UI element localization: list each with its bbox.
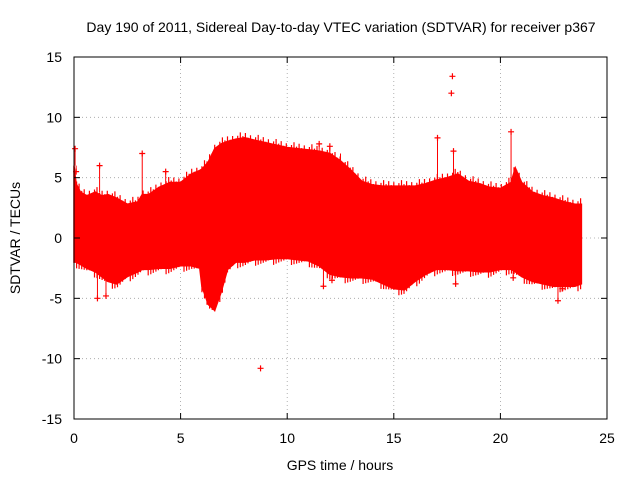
y-tick-label: 15: [46, 49, 62, 65]
plus-marker: [510, 274, 517, 281]
data-point: [434, 134, 441, 181]
y-tick-label: 10: [46, 109, 62, 125]
data-series: [72, 73, 583, 372]
data-point: [139, 150, 146, 202]
data-point: [72, 145, 79, 166]
plus-marker: [448, 90, 455, 97]
data-point: [337, 153, 344, 169]
plus-marker: [94, 295, 101, 302]
plus-marker: [316, 140, 323, 147]
y-tick-label: -10: [42, 351, 62, 367]
axis-ticks: 0 5 10 15 20 25 -15 -10 -5 0 5 10 15: [42, 49, 615, 446]
x-tick-label: 0: [70, 430, 78, 446]
plus-marker: [326, 143, 333, 150]
plus-marker: [162, 168, 169, 175]
y-tick-label: 5: [54, 170, 62, 186]
plus-marker: [320, 283, 327, 290]
x-tick-label: 15: [386, 430, 402, 446]
plus-marker: [102, 292, 109, 299]
x-tick-label: 20: [493, 430, 509, 446]
plus-marker: [554, 297, 561, 304]
plus-marker: [450, 148, 457, 155]
data-point: [320, 265, 327, 290]
plus-marker: [508, 128, 515, 135]
plus-marker: [96, 162, 103, 169]
data-point: [450, 148, 457, 178]
data-point: [448, 90, 455, 97]
data-point: [508, 128, 515, 189]
data-point: [510, 269, 517, 281]
data-point: [449, 73, 456, 80]
data-point: [162, 168, 169, 188]
data-point: [257, 365, 264, 372]
x-tick-label: 5: [177, 430, 185, 446]
plus-marker: [337, 162, 344, 169]
data-point: [559, 285, 566, 292]
data-point: [452, 269, 459, 287]
y-tick-label: -15: [42, 411, 62, 427]
plus-marker: [328, 277, 335, 284]
data-point: [102, 276, 109, 299]
data-point: [96, 162, 103, 193]
x-axis-label: GPS time / hours: [287, 457, 394, 473]
data-point: [328, 274, 335, 284]
x-tick-label: 10: [279, 430, 295, 446]
plus-marker: [434, 134, 441, 141]
data-point: [316, 140, 323, 150]
plus-marker: [559, 285, 566, 292]
data-point: [94, 271, 101, 302]
x-tick-label: 25: [599, 430, 615, 446]
y-axis-label: SDTVAR / TECUs: [7, 182, 23, 294]
plus-marker: [72, 145, 79, 152]
plus-marker: [139, 150, 146, 157]
plus-marker: [452, 280, 459, 287]
data-point: [554, 286, 561, 304]
data-point: [326, 143, 333, 152]
plus-marker: [257, 365, 264, 372]
sdtvar-band: [73, 137, 583, 312]
plus-marker: [449, 73, 456, 80]
y-tick-label: -5: [50, 290, 63, 306]
chart-title: Day 190 of 2011, Sidereal Day-to-day VTE…: [86, 19, 595, 35]
y-tick-label: 0: [54, 230, 62, 246]
